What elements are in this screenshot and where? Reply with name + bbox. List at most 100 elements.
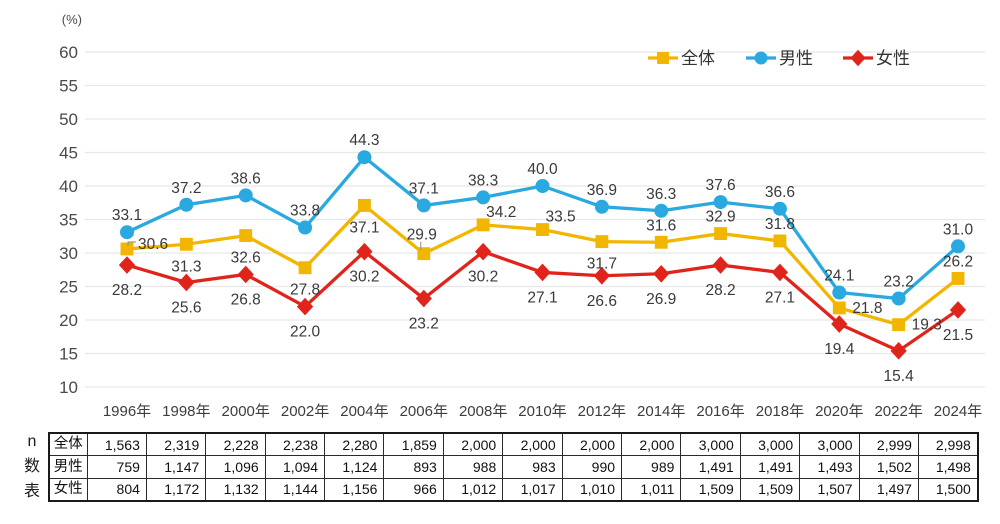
x-tick-label: 2006年: [400, 403, 448, 420]
n-table-cell: 1,010: [561, 477, 623, 502]
n-table-row-female: 女性 804 1,172 1,132 1,144 1,156 966 1,012 1,017 1,…: [48, 477, 979, 502]
marker-diamond: [356, 242, 373, 261]
y-tick-label: 10: [59, 378, 78, 397]
data-label-female: 21.5: [943, 327, 973, 344]
marker-diamond: [653, 264, 670, 283]
data-label-total: 31.7: [587, 256, 617, 273]
n-table-body: 全体 1,563 2,319 2,228 2,238 2,280 1,859 2,000 2,0…: [48, 432, 979, 502]
marker-circle: [754, 51, 768, 65]
n-table-cell: 1,502: [858, 455, 919, 479]
series-total: [120, 198, 965, 332]
data-label-total: 19.3: [912, 317, 942, 334]
data-label-total: 31.6: [646, 217, 676, 234]
y-axis-ticks: 10 15 20 25 30 35 40 45 50 55 60: [59, 43, 78, 397]
data-label-total: 37.1: [349, 219, 379, 236]
marker-diamond: [178, 273, 195, 292]
n-table-cell: 2,000: [502, 432, 563, 457]
marker-diamond: [890, 342, 907, 360]
n-table-title-char: 表: [23, 483, 40, 500]
data-label-total: 32.6: [231, 250, 261, 267]
marker-circle: [950, 239, 965, 254]
data-label-male: 40.0: [527, 161, 558, 178]
n-table-cell: 1,509: [680, 477, 741, 502]
data-label-male: 31.0: [943, 221, 974, 238]
data-label-female: 27.1: [527, 289, 557, 306]
n-table-title-char: 数: [23, 458, 40, 475]
chart-legend: 全体 男性 女性: [648, 49, 910, 68]
y-tick-label: 45: [59, 144, 78, 163]
legend-item-total: 全体: [648, 49, 715, 68]
marker-circle: [772, 201, 787, 216]
data-label-male: 36.9: [587, 182, 617, 199]
n-table-cell: 893: [383, 455, 444, 479]
n-table-cell: 1,497: [858, 477, 919, 502]
marker-circle: [476, 190, 491, 205]
marker-diamond: [415, 289, 432, 308]
marker-diamond: [712, 256, 729, 274]
x-tick-label: 2020年: [815, 403, 863, 420]
n-table-rowheader-total: 全体: [48, 432, 88, 457]
data-label-male: 38.3: [468, 172, 498, 189]
marker-square: [239, 229, 253, 243]
n-table-cell: 804: [86, 477, 147, 502]
n-table-cell: 2,000: [561, 432, 623, 457]
n-table-cell: 1,144: [264, 477, 326, 502]
marker-circle: [357, 150, 372, 165]
data-label-total: 26.2: [943, 253, 973, 270]
x-tick-label: 2016年: [696, 403, 744, 420]
marker-diamond: [118, 256, 136, 274]
data-label-total: 30.6: [138, 236, 168, 253]
n-table-cell: 2,228: [205, 432, 266, 457]
y-tick-label: 35: [59, 211, 78, 230]
n-table-cell: 983: [502, 455, 563, 479]
marker-square: [832, 301, 846, 315]
legend-label-female: 女性: [876, 49, 910, 68]
marker-diamond: [593, 266, 610, 285]
x-tick-label: 1998年: [162, 403, 210, 420]
y-tick-label: 60: [59, 43, 78, 62]
data-label-total: 33.5: [545, 209, 575, 226]
marker-diamond: [296, 297, 314, 316]
n-table-cell: 3,000: [680, 432, 741, 457]
chart-svg: 10 15 20 25 30 35 40 45 50 55 60 (%) 1996年 1998年 2000年…: [59, 12, 985, 420]
n-table-cell: 1,859: [383, 432, 444, 457]
x-tick-label: 2014年: [637, 403, 685, 420]
n-table-cell: 1,500: [917, 477, 979, 502]
n-table-cell: 1,096: [205, 455, 266, 479]
marker-square: [657, 52, 669, 64]
data-label-total: 27.8: [290, 282, 320, 299]
x-tick-label: 2004年: [340, 403, 388, 420]
marker-circle: [654, 203, 669, 218]
data-label-total: 21.8: [852, 300, 882, 317]
legend-label-male: 男性: [779, 49, 813, 68]
n-table-cell: 966: [383, 477, 444, 502]
n-table-cell: 1,493: [799, 455, 860, 479]
data-labels: 30.631.3 32.6 27.8 37.1 29.9 34.2 33.5 31.7 31.6…: [112, 132, 974, 385]
n-table-cell: 1,156: [324, 477, 385, 502]
x-tick-label: 2010年: [518, 403, 566, 420]
data-label-total: 31.3: [171, 258, 201, 275]
marker-circle: [238, 188, 253, 203]
data-label-female: 26.9: [646, 291, 676, 308]
data-label-male: 24.1: [824, 268, 854, 285]
y-tick-label: 55: [59, 77, 78, 96]
data-label-male: 37.2: [171, 180, 201, 197]
n-count-table: 全体 1,563 2,319 2,228 2,238 2,280 1,859 2,000 2,0…: [48, 432, 979, 503]
marker-square: [595, 235, 609, 249]
x-tick-label: 2002年: [281, 403, 329, 420]
y-tick-label: 15: [59, 345, 78, 364]
n-table-cell: 1,498: [917, 455, 979, 479]
data-label-male: 37.6: [705, 177, 735, 194]
marker-circle: [891, 291, 906, 306]
series-female: [118, 242, 967, 360]
data-label-female: 28.2: [705, 282, 735, 299]
x-axis-labels: 1996年 1998年 2000年 2002年 2004年 2006年 2008年 2010年…: [103, 403, 982, 420]
n-table-cell: 2,000: [442, 432, 504, 457]
marker-square: [417, 247, 431, 261]
x-tick-label: 1996年: [103, 403, 151, 420]
series-male: [120, 150, 965, 306]
n-table-cell: 759: [86, 455, 147, 479]
marker-diamond: [771, 263, 789, 282]
x-tick-label: 2000年: [222, 403, 270, 420]
